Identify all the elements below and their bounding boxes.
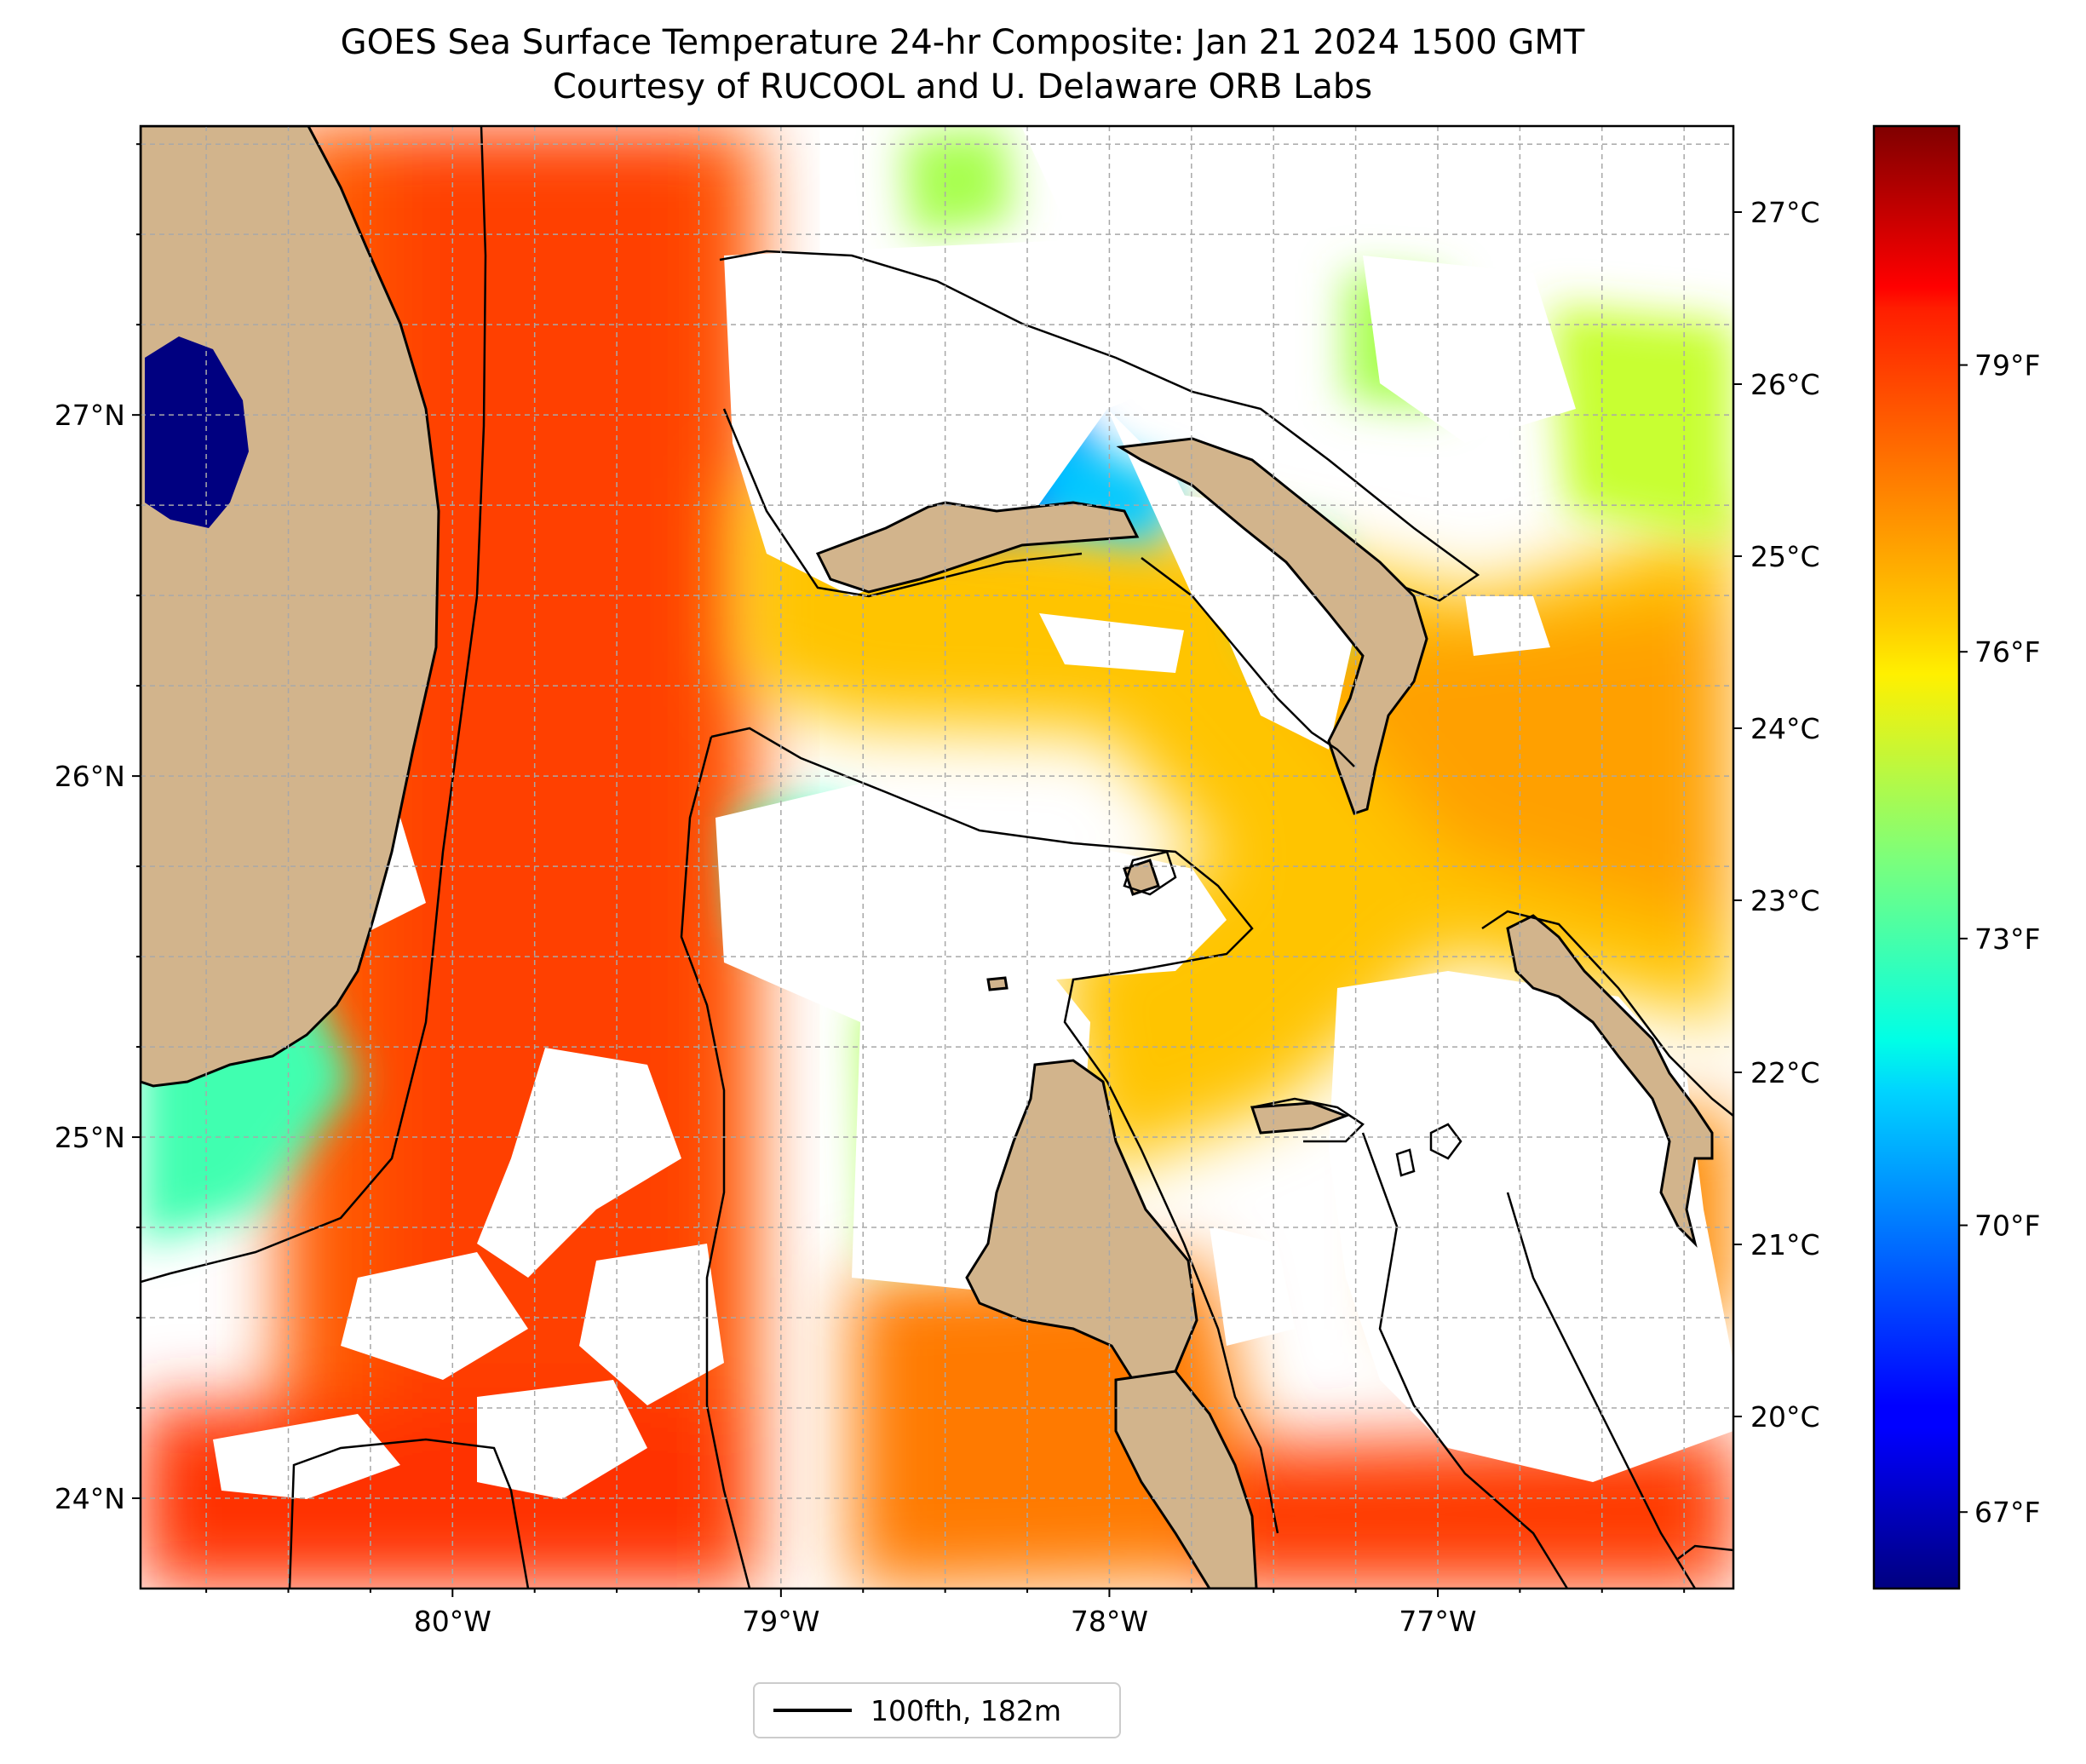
lake-okeechobee-icon xyxy=(145,336,249,528)
abaco-land xyxy=(1116,437,1428,815)
small-cays xyxy=(986,859,1160,991)
celsius-tick-label: 22°C xyxy=(1750,1056,1820,1089)
fahrenheit-tick-label: 76°F xyxy=(1974,635,2040,669)
x-tick-label: 80°W xyxy=(414,1605,491,1638)
isobath-contours xyxy=(141,126,1733,1589)
celsius-tick-label: 23°C xyxy=(1750,884,1820,917)
celsius-tick-label: 26°C xyxy=(1750,368,1820,401)
fahrenheit-tick-label: 79°F xyxy=(1974,349,2040,382)
colorbar xyxy=(1872,124,1961,1590)
fahrenheit-tick-label: 73°F xyxy=(1974,922,2040,956)
celsius-tick-label: 25°C xyxy=(1750,540,1820,573)
map-axes: 80°W 79°W 78°W 77°W 24°N 25°N 26°N 27°N xyxy=(55,143,1686,1638)
map-frame xyxy=(139,124,1735,1590)
celsius-tick-label: 20°C xyxy=(1750,1400,1820,1434)
legend: 100fth, 182m xyxy=(753,1682,1121,1738)
x-tick-label: 78°W xyxy=(1071,1605,1148,1638)
new-providence-land xyxy=(1250,1101,1350,1135)
eleuthera-land xyxy=(1506,914,1714,1248)
sst-field xyxy=(141,126,1733,1589)
map-gridlines xyxy=(141,126,1733,1589)
legend-isobath-label: 100fth, 182m xyxy=(871,1693,1061,1727)
x-tick-label: 79°W xyxy=(742,1605,819,1638)
colorbar-ticks: 20°C 21°C 22°C 23°C 24°C 25°C 26°C 27°C 67°F 70°F… xyxy=(1733,196,2040,1529)
celsius-tick-label: 21°C xyxy=(1750,1228,1820,1261)
map-subtitle: Courtesy of RUCOOL and U. Delaware ORB L… xyxy=(552,67,1373,106)
y-tick-label: 25°N xyxy=(55,1121,125,1154)
map-title: GOES Sea Surface Temperature 24-hr Compo… xyxy=(340,23,1585,62)
legend-isobath-swatch xyxy=(773,1709,852,1712)
y-tick-label: 26°N xyxy=(55,760,125,793)
grand-bahama-land xyxy=(815,501,1140,594)
fahrenheit-tick-label: 70°F xyxy=(1974,1210,2040,1243)
andros-land xyxy=(965,1059,1198,1382)
andros-south-land xyxy=(1114,1370,1258,1589)
x-tick-label: 77°W xyxy=(1399,1605,1476,1638)
celsius-tick-label: 27°C xyxy=(1750,196,1820,229)
y-tick-label: 24°N xyxy=(55,1482,125,1515)
fahrenheit-tick-label: 67°F xyxy=(1974,1496,2040,1529)
y-tick-label: 27°N xyxy=(55,399,125,432)
celsius-tick-label: 24°C xyxy=(1750,712,1820,745)
